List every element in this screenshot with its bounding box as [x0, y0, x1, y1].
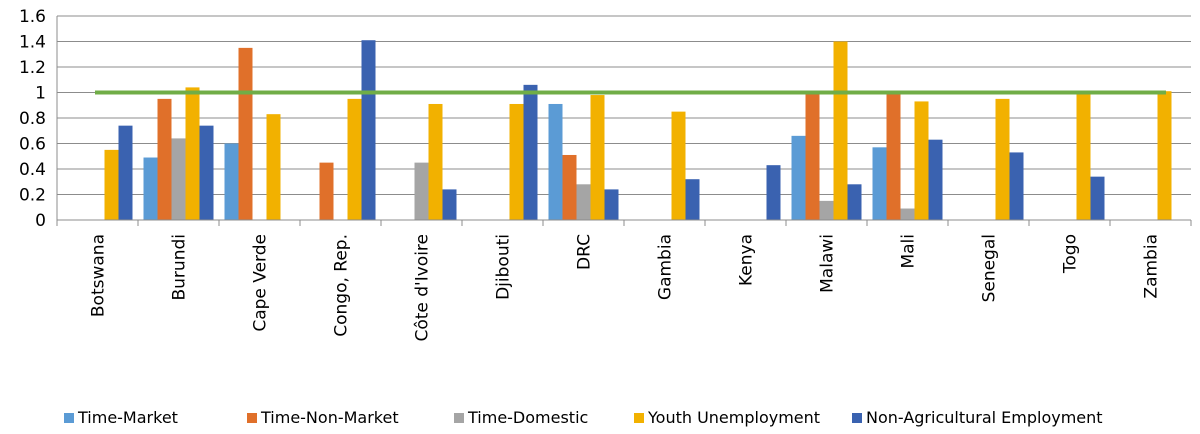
bars	[104, 40, 1172, 221]
y-tick-label: 1.6	[19, 7, 46, 27]
legend-label: Time-Market	[77, 408, 178, 427]
bar-youth-unemployment-12	[1076, 93, 1091, 220]
bar-time-market-10	[872, 147, 887, 220]
legend-label: Non-Agricultural Employment	[866, 408, 1103, 427]
x-category-label: DRC	[575, 234, 595, 270]
legend-swatch	[454, 413, 464, 423]
bar-youth-unemployment-10	[914, 101, 929, 220]
bar-youth-unemployment-2	[266, 114, 281, 220]
x-category-label: Côte d'Ivoire	[413, 234, 433, 342]
bar-time-market-2	[224, 143, 239, 220]
x-category-label: Burundi	[170, 234, 190, 301]
x-category-label: Botswana	[89, 234, 109, 317]
bar-youth-unemployment-11	[995, 98, 1010, 220]
bar-non-agricultural-employment-7	[685, 179, 700, 220]
x-category-label: Gambia	[656, 234, 676, 300]
legend-label: Time-Domestic	[467, 408, 588, 427]
legend: Time-Market Time-Non-Market Time-Domestic Y…	[64, 408, 1103, 427]
bar-non-agricultural-employment-9	[847, 184, 862, 220]
y-tick-label: 0.6	[19, 135, 46, 155]
legend-item-time-domestic: Time-Domestic	[454, 408, 588, 427]
bar-non-agricultural-employment-12	[1090, 176, 1105, 220]
bar-time-market-1	[143, 157, 158, 220]
x-category-label: Kenya	[737, 234, 757, 286]
bar-youth-unemployment-3	[347, 98, 362, 220]
y-tick-label: 0.4	[19, 160, 46, 180]
bar-youth-unemployment-6	[590, 95, 605, 220]
x-category-label: Mali	[899, 234, 919, 269]
bar-time-domestic-6	[576, 184, 591, 220]
bar-time-domestic-9	[819, 200, 834, 220]
bar-time-non-market-10	[886, 93, 901, 220]
bar-non-agricultural-employment-6	[604, 189, 619, 220]
bar-time-non-market-6	[562, 154, 577, 220]
x-category-label: Congo, Rep.	[332, 234, 352, 337]
y-tick-label: 1.4	[19, 33, 46, 53]
legend-item-youth-unemployment: Youth Unemployment	[634, 408, 820, 427]
bar-youth-unemployment-1	[185, 87, 200, 221]
bar-time-non-market-3	[319, 162, 334, 220]
legend-item-time-market: Time-Market	[64, 408, 178, 427]
axes	[56, 16, 1192, 226]
x-category-label: Cape Verde	[251, 234, 271, 332]
bar-non-agricultural-employment-11	[1009, 152, 1024, 220]
y-tick-label: 0	[35, 211, 46, 231]
bar-non-agricultural-employment-5	[523, 84, 538, 220]
legend-swatch	[852, 413, 862, 423]
bar-time-market-9	[791, 135, 806, 220]
x-category-label: Senegal	[980, 234, 1000, 302]
bar-time-domestic-4	[414, 162, 429, 220]
bar-youth-unemployment-0	[104, 149, 119, 220]
bar-non-agricultural-employment-3	[361, 40, 376, 220]
legend-item-non-agricultural-employment: Non-Agricultural Employment	[852, 408, 1103, 427]
y-tick-label: 1.2	[19, 58, 46, 78]
x-category-label: Djibouti	[494, 234, 514, 300]
bar-time-market-6	[548, 103, 563, 220]
x-category-labels: Botswana Burundi Cape Verde Congo, Rep. Côte…	[89, 234, 1162, 342]
legend-item-time-non-market: Time-Non-Market	[247, 408, 399, 427]
x-category-label: Zambia	[1142, 234, 1162, 299]
legend-swatch	[64, 413, 74, 423]
bar-non-agricultural-employment-10	[928, 139, 943, 220]
legend-swatch	[247, 413, 257, 423]
bar-youth-unemployment-9	[833, 41, 848, 220]
bar-youth-unemployment-5	[509, 103, 524, 220]
y-tick-label: 1	[35, 84, 46, 104]
x-category-label: Malawi	[818, 234, 838, 293]
bar-time-non-market-1	[157, 98, 172, 220]
y-tick-label: 0.8	[19, 109, 46, 129]
legend-label: Youth Unemployment	[647, 408, 820, 427]
y-tick-label: 0.2	[19, 186, 46, 206]
bar-time-non-market-9	[805, 93, 820, 220]
bar-youth-unemployment-7	[671, 111, 686, 220]
bar-non-agricultural-employment-0	[118, 125, 133, 220]
bar-youth-unemployment-4	[428, 103, 443, 220]
x-category-label: Togo	[1061, 234, 1081, 274]
bar-time-domestic-10	[900, 208, 915, 220]
legend-swatch	[634, 413, 644, 423]
bar-non-agricultural-employment-1	[199, 125, 214, 220]
y-tick-labels: 0 0.2 0.4 0.6 0.8 1 1.2 1.4 1.6	[19, 7, 46, 231]
bar-youth-unemployment-13	[1157, 91, 1172, 220]
bar-time-non-market-2	[238, 47, 253, 220]
bar-non-agricultural-employment-4	[442, 189, 457, 220]
bar-non-agricultural-employment-8	[766, 165, 781, 220]
legend-label: Time-Non-Market	[260, 408, 399, 427]
bar-time-domestic-1	[171, 138, 186, 220]
